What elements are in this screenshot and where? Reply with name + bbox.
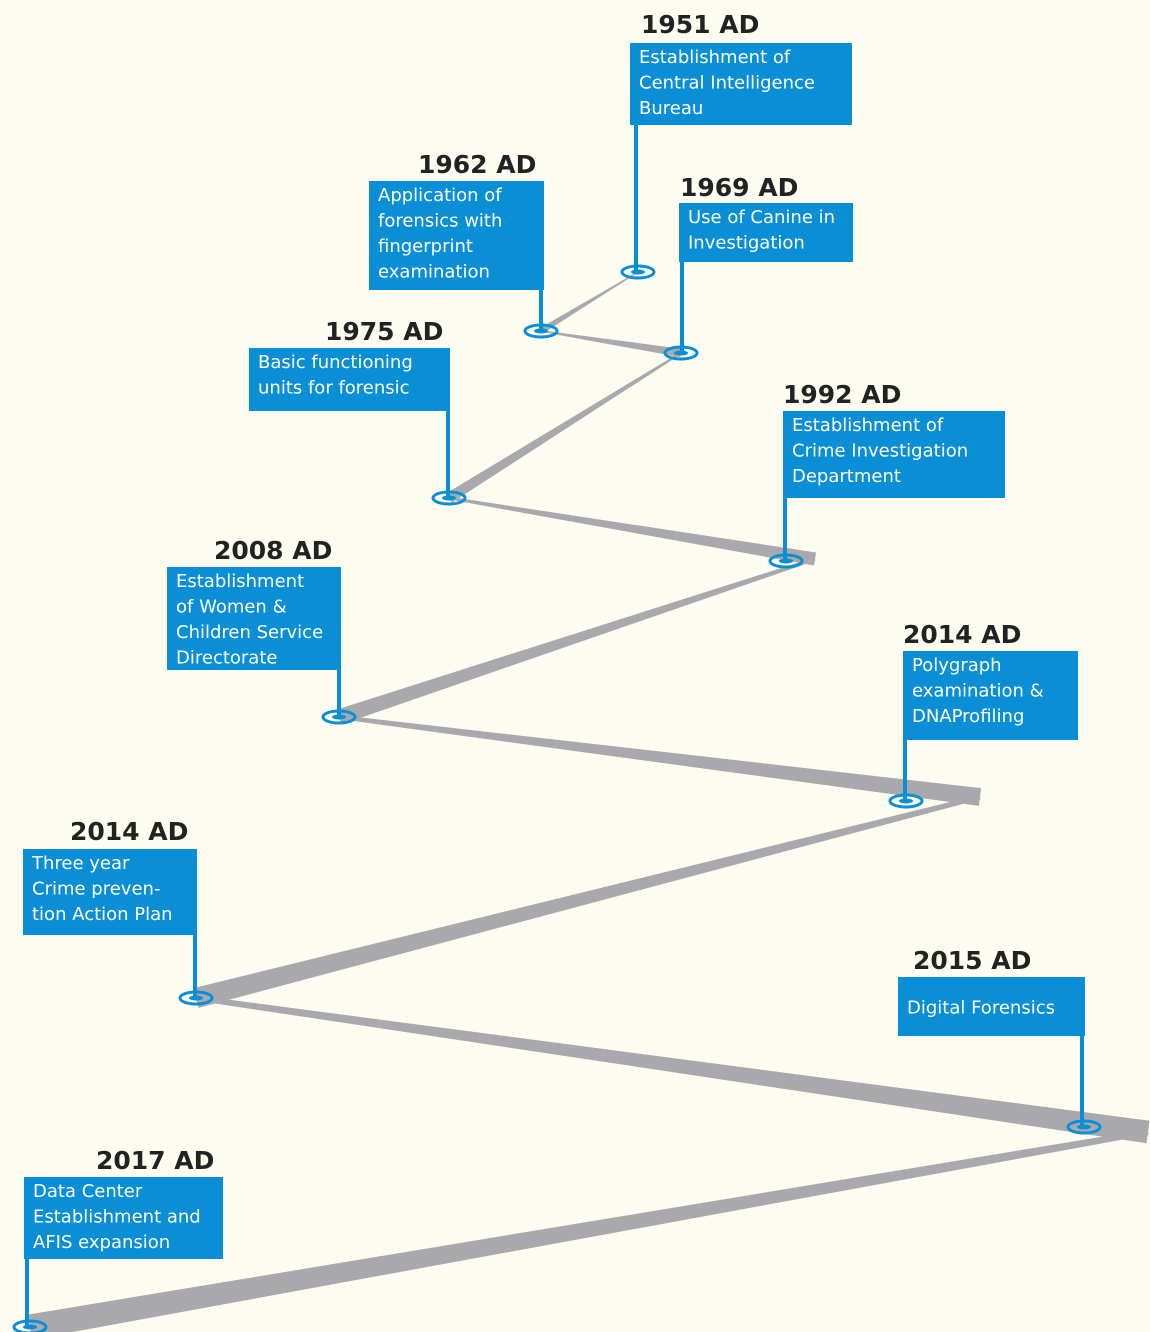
marker	[1066, 1119, 1102, 1135]
marker	[523, 323, 559, 339]
event-text: examination &	[912, 681, 1044, 702]
event-text: Establishment of	[639, 47, 791, 68]
event-year: 2008 AD	[214, 536, 332, 565]
event-text: forensics with	[378, 211, 502, 232]
event-year: 1962 AD	[418, 150, 536, 179]
timeline-path	[27, 271, 1150, 1332]
path-segment	[446, 352, 682, 503]
event-text: Application of	[378, 185, 502, 206]
event-box	[249, 348, 450, 411]
marker	[178, 990, 214, 1006]
event-box	[630, 43, 852, 125]
event-text: of Women &	[176, 597, 287, 618]
event-text: Digital Forensics	[907, 998, 1055, 1019]
marker-core	[23, 1324, 37, 1330]
event-text: Investigation	[688, 233, 805, 254]
path-segment	[27, 1129, 1149, 1332]
event-text: Children Service	[176, 622, 323, 643]
event-text: Three year	[31, 853, 130, 874]
event-text: Establishment of	[792, 415, 944, 436]
event-box	[167, 567, 341, 670]
marker-core	[631, 269, 645, 275]
event-text: units for forensic	[258, 378, 410, 399]
event-text: Polygraph	[912, 655, 1002, 676]
marker-core	[332, 714, 346, 720]
event-text: Use of Canine in	[688, 207, 835, 228]
path-segment	[338, 715, 982, 806]
event-text: Crime preven-	[32, 879, 160, 900]
marker-core	[1077, 1124, 1091, 1130]
event-text: Establishment and	[33, 1207, 201, 1228]
event-text: Department	[792, 466, 901, 487]
event-text: examination	[378, 262, 490, 283]
event-text: Central Intelligence	[639, 73, 815, 94]
event-year: 2014 AD	[903, 620, 1021, 649]
marker-core	[779, 558, 793, 564]
marker	[431, 490, 467, 506]
event-year: 1969 AD	[680, 173, 798, 202]
event-text: Directorate	[176, 648, 277, 669]
marker-core	[534, 328, 548, 334]
event-box	[24, 1177, 223, 1259]
event-year: 2017 AD	[96, 1146, 214, 1175]
marker-core	[189, 995, 203, 1001]
event-year: 1951 AD	[641, 10, 759, 39]
path-segment	[193, 794, 981, 1008]
event-box	[23, 849, 197, 935]
path-segment	[448, 496, 817, 566]
marker-core	[442, 495, 456, 501]
event-year: 1975 AD	[325, 317, 443, 346]
event-text: Data Center	[33, 1181, 143, 1202]
path-segment	[336, 557, 816, 725]
marker	[888, 793, 924, 809]
event-year: 1992 AD	[783, 380, 901, 409]
marker	[12, 1319, 48, 1332]
marker-core	[899, 798, 913, 804]
event-text: fingerprint	[378, 236, 473, 257]
marker	[663, 345, 699, 361]
path-segment	[195, 995, 1150, 1144]
event-text: AFIS expansion	[33, 1232, 170, 1253]
path-segment	[539, 271, 639, 334]
event-box	[679, 203, 853, 262]
event-text: Crime Investigation	[792, 441, 968, 462]
event-box	[898, 977, 1085, 1036]
event-text: Basic functioning	[258, 352, 413, 373]
event-text: DNAProfiling	[912, 706, 1024, 727]
marker	[620, 264, 656, 280]
event-text: Establishment	[176, 571, 304, 592]
event-box	[903, 651, 1078, 740]
path-segment	[540, 330, 682, 358]
marker	[768, 553, 804, 569]
event-text: Bureau	[639, 98, 703, 119]
event-box	[783, 411, 1005, 498]
event-year: 2015 AD	[913, 946, 1031, 975]
marker-core	[674, 350, 688, 356]
event-box	[369, 181, 544, 290]
events: 1951 AD Establishment of Central Intellige…	[12, 10, 1102, 1332]
marker	[321, 709, 357, 725]
event-year: 2014 AD	[70, 817, 188, 846]
event-text: tion Action Plan	[32, 904, 173, 925]
